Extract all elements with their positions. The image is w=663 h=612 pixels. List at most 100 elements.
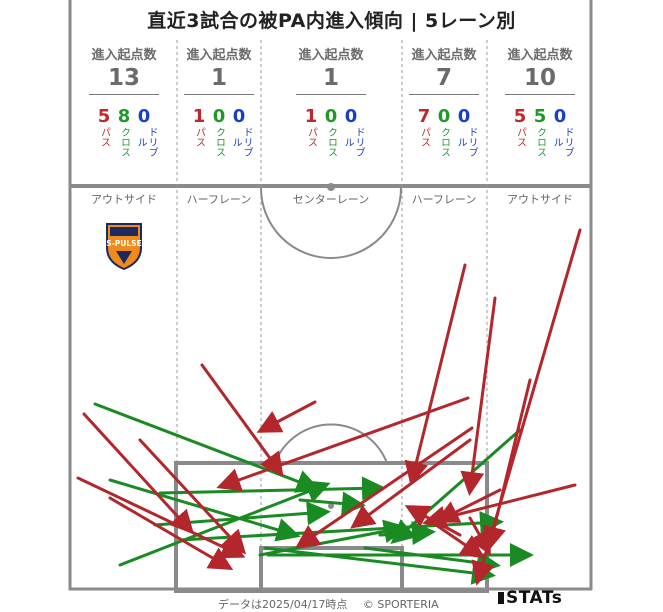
dribble-count: 0 xyxy=(344,106,358,127)
lane-total: 1 xyxy=(322,65,339,91)
lane-name-1: アウトサイド xyxy=(91,193,157,206)
pass-arrow-10 xyxy=(138,438,247,555)
cross-arrow-12 xyxy=(258,519,408,557)
data-date: データは2025/04/17時点 xyxy=(218,598,348,611)
pass-label: パス xyxy=(514,127,526,147)
pass-arrow-3 xyxy=(460,296,497,496)
lane-header-1: 進入起点数 13 xyxy=(80,44,168,95)
lane-header-4: 進入起点数 7 xyxy=(400,44,488,95)
cross-stat: 0 クロス xyxy=(435,106,453,158)
underline xyxy=(184,94,254,95)
pass-arrow-8 xyxy=(82,412,195,535)
pass-label: パス xyxy=(418,127,430,147)
dribble-label: ドリブル xyxy=(551,127,573,157)
cross-count: 0 xyxy=(324,106,338,127)
dribble-count: 0 xyxy=(553,106,567,127)
dribble-stat: 0 ドリブル xyxy=(455,106,477,158)
underline xyxy=(505,94,575,95)
pass-count: 5 xyxy=(513,106,527,127)
lane-name-4: ハーフレーン xyxy=(411,193,477,206)
pass-count: 5 xyxy=(97,106,111,127)
lane-header-label: 進入起点数 xyxy=(91,48,157,63)
lane-name-2: ハーフレーン xyxy=(186,193,252,206)
dribble-label: ドリブル xyxy=(230,127,252,157)
s-pulse-emblem-icon: S-PULSE xyxy=(106,223,142,270)
lane-name-3: センターレーン xyxy=(292,193,370,206)
pass-stat: 5 パス xyxy=(95,106,113,148)
dribble-label: ドリブル xyxy=(455,127,477,157)
cross-count: 0 xyxy=(437,106,451,127)
center-spot xyxy=(327,183,335,191)
lane-total: 7 xyxy=(435,65,452,91)
credit: © SPORTERIA xyxy=(362,598,439,611)
cross-arrow-10 xyxy=(378,521,436,546)
lane-header-3: 進入起点数 1 xyxy=(287,44,375,95)
lane-header-label: 進入起点数 xyxy=(186,48,252,63)
pass-stat: 5 パス xyxy=(511,106,529,148)
pass-stat: 1 パス xyxy=(302,106,320,148)
arrow-layer xyxy=(76,228,582,586)
footer: データは2025/04/17時点 © SPORTERIA xyxy=(218,596,451,612)
stats-logo-text: STATs xyxy=(506,588,563,608)
pass-label: パス xyxy=(305,127,317,147)
cross-label: クロス xyxy=(213,127,225,157)
chart-title: 直近3試合の被PA内進入傾向 | 5レーン別 xyxy=(147,10,516,32)
pass-arrow-2 xyxy=(404,263,467,486)
cross-count: 0 xyxy=(212,106,226,127)
pass-count: 1 xyxy=(192,106,206,127)
dribble-stat: 0 ドリブル xyxy=(551,106,573,158)
dribble-count: 0 xyxy=(457,106,471,127)
cross-label: クロス xyxy=(325,127,337,157)
lane-header-label: 進入起点数 xyxy=(507,48,573,63)
center-circle xyxy=(260,187,402,259)
pass-arrow-18 xyxy=(404,505,462,537)
lane-total: 13 xyxy=(107,65,140,91)
pass-arrow-11 xyxy=(108,496,234,571)
penalty-arc xyxy=(274,423,388,464)
dribble-stat: 0 ドリブル xyxy=(342,106,364,158)
underline xyxy=(296,94,366,95)
pass-count: 1 xyxy=(304,106,318,127)
cross-stat: 0 クロス xyxy=(322,106,340,158)
lane-header-label: 進入起点数 xyxy=(298,48,364,63)
lane-header-label: 進入起点数 xyxy=(411,48,477,63)
pass-arrow-6 xyxy=(256,400,317,433)
underline xyxy=(89,94,159,95)
pass-arrow-7 xyxy=(200,363,284,477)
lane-stats-5: 5 パス 5 クロス 0 ドリブル xyxy=(511,106,573,158)
goal-area xyxy=(259,546,404,593)
pass-arrow-15 xyxy=(422,483,577,530)
lane-header-5: 進入起点数 10 xyxy=(496,44,584,95)
dribble-label: ドリブル xyxy=(135,127,157,157)
svg-text:S-PULSE: S-PULSE xyxy=(106,239,141,248)
pass-stat: 7 パス xyxy=(415,107,433,148)
lane-stats-1: 5 パス 8 クロス 0 ドリブル xyxy=(95,106,157,158)
pass-stat: 1 パス xyxy=(190,106,208,148)
pass-arrow-13 xyxy=(350,438,472,529)
lane-stats-3: 1 パス 0 クロス 0 ドリブル xyxy=(302,106,364,158)
underline xyxy=(409,94,479,95)
cross-arrow-11 xyxy=(298,491,366,516)
cross-arrow-9 xyxy=(263,546,496,585)
cross-count: 8 xyxy=(117,106,131,127)
dribble-stat: 0 ドリブル xyxy=(230,106,252,158)
dribble-stat: 0 ドリブル xyxy=(135,106,157,158)
dribble-count: 0 xyxy=(137,106,151,127)
dribble-label: ドリブル xyxy=(342,127,364,157)
pass-arrow-4 xyxy=(482,378,532,551)
pass-arrow-9 xyxy=(76,476,246,559)
pass-arrow-16 xyxy=(468,516,491,556)
cross-stat: 0 クロス xyxy=(210,106,228,158)
lane-header-2: 進入起点数 1 xyxy=(176,44,262,95)
dribble-count: 0 xyxy=(232,106,246,127)
cross-arrow-1 xyxy=(93,402,321,493)
cross-label: クロス xyxy=(534,127,546,157)
cross-arrow-4 xyxy=(118,480,331,567)
cross-stat: 5 クロス xyxy=(531,107,549,158)
lane-stats-4: 7 パス 0 クロス 0 ドリブル xyxy=(415,106,477,158)
stats-logo: STATs xyxy=(498,588,562,608)
pass-arrow-12 xyxy=(295,426,474,549)
lane-total: 1 xyxy=(210,65,227,91)
